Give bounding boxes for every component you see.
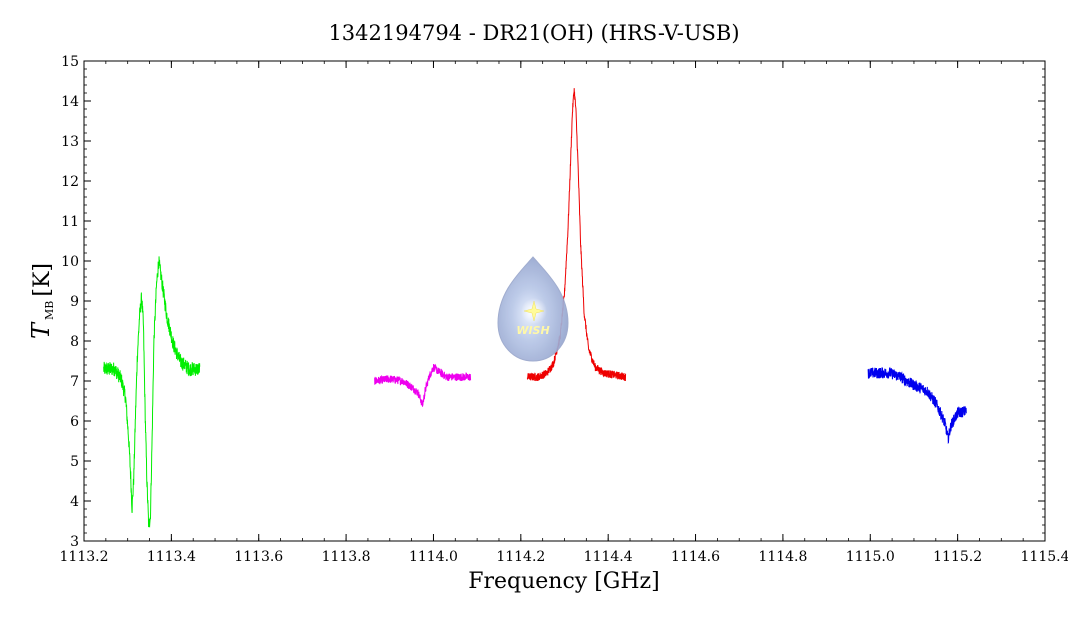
y-axis-label-unit: [K] bbox=[30, 263, 55, 297]
y-tick-label: 4 bbox=[70, 494, 79, 510]
y-axis-label: TMB [K] bbox=[27, 263, 56, 339]
spectrum-series-2 bbox=[373, 363, 472, 407]
y-tick-label: 13 bbox=[61, 134, 79, 150]
x-axis-label: Frequency [GHz] bbox=[468, 569, 660, 594]
y-tick-label: 11 bbox=[61, 214, 79, 230]
y-tick-label: 8 bbox=[70, 334, 79, 350]
series-layer bbox=[103, 88, 967, 528]
x-axis-ticks: 1113.2 1113.4 1113.6 1113.8 1114.0 1114.2 1114… bbox=[60, 61, 1068, 565]
y-tick-label: 12 bbox=[61, 174, 79, 190]
y-axis-ticks: 3 4 5 6 7 8 9 10 11 12 13 14 15 bbox=[61, 54, 1045, 550]
y-tick-label: 5 bbox=[70, 454, 79, 470]
x-tick-label: 1114.6 bbox=[671, 549, 720, 565]
y-axis-label-sub: MB bbox=[43, 301, 56, 320]
x-tick-label: 1113.8 bbox=[322, 549, 371, 565]
wish-logo-text: WISH bbox=[516, 324, 549, 337]
wish-logo: WISH bbox=[497, 256, 569, 362]
svg-text:TMB[K]: TMB [K] bbox=[27, 263, 56, 339]
y-axis-label-main: T bbox=[27, 321, 55, 339]
y-tick-label: 3 bbox=[70, 534, 79, 550]
x-tick-label: 1115.2 bbox=[933, 549, 982, 565]
x-tick-label: 1113.4 bbox=[147, 549, 196, 565]
wish-star-icon bbox=[523, 300, 545, 322]
y-tick-label: 15 bbox=[61, 54, 79, 70]
spectrum-series-3 bbox=[526, 88, 627, 382]
x-tick-label: 1114.0 bbox=[409, 549, 458, 565]
chart-title: 1342194794 - DR21(OH) (HRS-V-USB) bbox=[328, 21, 739, 45]
x-tick-label: 1114.8 bbox=[758, 549, 807, 565]
y-tick-label: 9 bbox=[70, 294, 79, 310]
spectrum-series-4 bbox=[867, 366, 967, 444]
y-tick-label: 7 bbox=[70, 374, 79, 390]
x-tick-label: 1115.0 bbox=[846, 549, 895, 565]
y-tick-label: 10 bbox=[61, 254, 79, 270]
x-tick-label: 1113.6 bbox=[234, 549, 283, 565]
x-tick-label: 1115.4 bbox=[1021, 549, 1068, 565]
spectrum-series-1 bbox=[103, 256, 201, 528]
y-tick-label: 14 bbox=[61, 94, 79, 110]
x-tick-label: 1114.2 bbox=[496, 549, 545, 565]
x-tick-label: 1113.2 bbox=[60, 549, 109, 565]
y-tick-label: 6 bbox=[70, 414, 79, 430]
x-tick-label: 1114.4 bbox=[584, 549, 633, 565]
